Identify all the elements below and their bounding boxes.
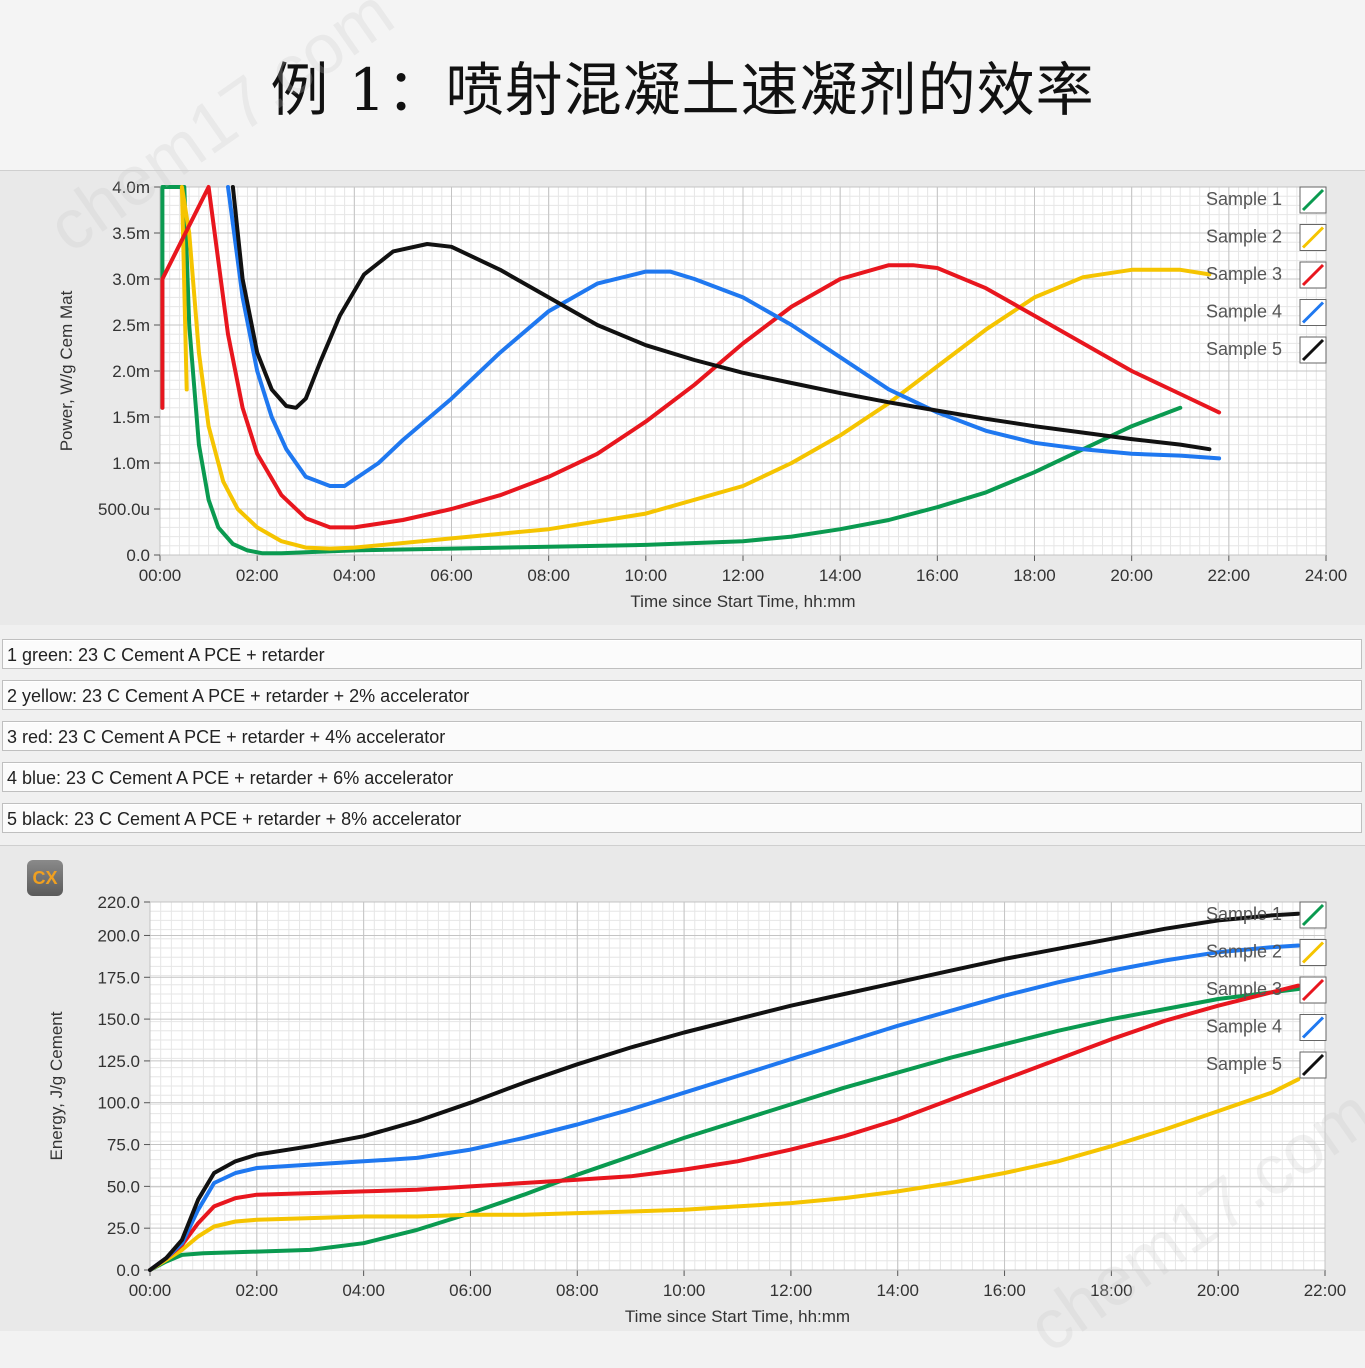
x-tick-label: 00:00	[129, 1281, 172, 1300]
sample-note-5: 5 black: 23 C Cement A PCE + retarder + …	[2, 803, 1362, 833]
legend-swatch-line	[1301, 1053, 1325, 1077]
page-title-text: 例 1：喷射混凝土速凝剂的效率	[270, 56, 1095, 124]
legend-swatch-line	[1301, 188, 1325, 212]
x-tick-label: 20:00	[1197, 1281, 1240, 1300]
x-tick-label: 08:00	[527, 566, 570, 585]
y-tick-label: 25.0	[107, 1219, 140, 1238]
series-line-5	[230, 185, 1212, 452]
y-tick-label: 4.0m	[112, 178, 150, 197]
series-line-2	[179, 185, 1212, 551]
x-tick-label: 02:00	[236, 1281, 279, 1300]
x-tick-label: 04:00	[342, 1281, 385, 1300]
x-tick-label: 06:00	[430, 566, 473, 585]
x-tick-label: 12:00	[770, 1281, 813, 1300]
x-tick-label: 14:00	[876, 1281, 919, 1300]
x-tick-label: 02:00	[236, 566, 279, 585]
y-tick-label: 125.0	[97, 1052, 140, 1071]
x-tick-label: 12:00	[722, 566, 765, 585]
legend-label: Sample 2	[1206, 942, 1282, 962]
x-tick-label: 04:00	[333, 566, 376, 585]
y-tick-label: 100.0	[97, 1094, 140, 1113]
sample-note-4: 4 blue: 23 C Cement A PCE + retarder + 6…	[2, 762, 1362, 792]
legend-swatch-line	[1301, 301, 1325, 324]
y-axis-label: Power, W/g Cem Mat	[57, 290, 76, 451]
sample-notes: 1 green: 23 C Cement A PCE + retarder 2 …	[0, 625, 1365, 845]
x-tick-label: 14:00	[819, 566, 862, 585]
energy-chart-panel: 00:00 02:00 04:00 06:00 08:00 10:00 12:00 14:00…	[0, 845, 1365, 1331]
series-line-1	[160, 185, 1183, 556]
y-tick-label: 3.0m	[112, 270, 150, 289]
legend-label: Sample 5	[1206, 339, 1282, 359]
y-tick-label: 220.0	[97, 893, 140, 912]
series-line-5	[148, 911, 1301, 1272]
series-line-4	[226, 185, 1222, 488]
series-line-3	[160, 185, 1222, 530]
y-tick-label: 1.0m	[112, 454, 150, 473]
y-tick-label: 3.5m	[112, 224, 150, 243]
sample-note-3: 3 red: 23 C Cement A PCE + retarder + 4%…	[2, 721, 1362, 751]
legend-label: Sample 2	[1206, 227, 1282, 247]
legend-swatch-line	[1301, 1016, 1325, 1039]
y-tick-label: 175.0	[97, 968, 140, 987]
x-axis-label: Time since Start Time, hh:mm	[630, 592, 855, 611]
power-chart-panel: 00:00 02:00 04:00 06:00 08:00 10:00 12:00 14:00…	[0, 170, 1365, 626]
x-tick-label: 06:00	[449, 1281, 492, 1300]
x-tick-label: 24:00	[1305, 566, 1348, 585]
y-tick-label: 1.5m	[112, 408, 150, 427]
x-tick-label: 18:00	[1013, 566, 1056, 585]
legend-swatch-line	[1301, 978, 1325, 1002]
legend-label: Sample 3	[1206, 264, 1282, 284]
legend-label: Sample 1	[1206, 189, 1282, 209]
x-tick-label: 16:00	[983, 1281, 1026, 1300]
x-tick-label: 10:00	[625, 566, 668, 585]
x-tick-label: 00:00	[139, 566, 182, 585]
sample-note-2: 2 yellow: 23 C Cement A PCE + retarder +…	[2, 680, 1362, 710]
minor-grid	[150, 902, 1325, 1270]
series-line-4	[148, 943, 1301, 1272]
series-line-1	[148, 987, 1301, 1272]
x-axis-label: Time since Start Time, hh:mm	[625, 1307, 850, 1326]
y-tick-label: 75.0	[107, 1136, 140, 1155]
x-tick-label: 20:00	[1110, 566, 1153, 585]
legend-label: Sample 4	[1206, 302, 1282, 322]
x-tick-label: 22:00	[1304, 1281, 1347, 1300]
cx-logo-icon: CX	[27, 860, 63, 896]
y-tick-label: 150.0	[97, 1010, 140, 1029]
y-tick-label: 0.0	[116, 1261, 140, 1280]
series-line-3	[148, 983, 1301, 1272]
legend-label: Sample 3	[1206, 979, 1282, 999]
legend-label: Sample 1	[1206, 904, 1282, 924]
y-tick-label: 2.0m	[112, 362, 150, 381]
x-tick-label: 18:00	[1090, 1281, 1133, 1300]
x-tick-label: 16:00	[916, 566, 959, 585]
x-tick-label: 08:00	[556, 1281, 599, 1300]
legend-swatch-line	[1301, 263, 1325, 287]
legend-swatch-line	[1301, 226, 1325, 249]
legend-swatch-line	[1301, 338, 1325, 362]
y-tick-label: 500.0u	[98, 500, 150, 519]
energy-chart: 00:00 02:00 04:00 06:00 08:00 10:00 12:00 14:00…	[47, 893, 1347, 1326]
legend-swatch-line	[1301, 903, 1325, 927]
power-chart: 00:00 02:00 04:00 06:00 08:00 10:00 12:00 14:00…	[57, 178, 1348, 611]
y-tick-label: 200.0	[97, 926, 140, 945]
y-tick-label: 0.0	[126, 546, 150, 565]
y-tick-label: 2.5m	[112, 316, 150, 335]
y-tick-label: 50.0	[107, 1177, 140, 1196]
page-title: 例 1：喷射混凝土速凝剂的效率	[0, 0, 1365, 170]
x-tick-label: 10:00	[663, 1281, 706, 1300]
series-line-2	[148, 1077, 1301, 1272]
legend-label: Sample 4	[1206, 1017, 1282, 1037]
legend-label: Sample 5	[1206, 1054, 1282, 1074]
y-axis-label: Energy, J/g Cement	[47, 1011, 66, 1160]
sample-note-1: 1 green: 23 C Cement A PCE + retarder	[2, 639, 1362, 669]
x-tick-label: 22:00	[1208, 566, 1251, 585]
legend-swatch-line	[1301, 941, 1325, 964]
